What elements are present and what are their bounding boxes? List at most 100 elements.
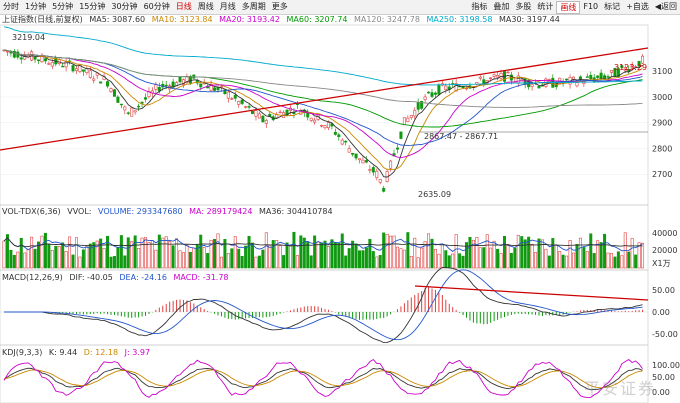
macd-title: MACD(12,26,9)	[2, 273, 63, 282]
volume-bar	[465, 242, 469, 269]
period-tab-8[interactable]: 月线	[219, 2, 236, 11]
y-tick-4: 2700	[652, 170, 672, 179]
candle-body	[364, 160, 368, 163]
volume-bar	[133, 235, 137, 269]
volume-bar	[492, 240, 496, 269]
ma20-label: MA20: 3193.42	[219, 15, 280, 24]
mid-price-tag: 2867.47 - 2867.71	[424, 132, 498, 141]
ma10-label: MA10: 3123.84	[151, 15, 213, 24]
trend-line	[0, 47, 649, 151]
period-tabs: 分时 1分钟 5分钟 15分钟 30分钟 60分钟 日线 周线 月线 多周期 更多	[0, 0, 291, 14]
candle-body	[251, 110, 255, 114]
volume-bar	[157, 234, 161, 269]
last-price-tag: 3123.29	[614, 63, 647, 72]
high-price-tag: 3219.04	[12, 33, 45, 42]
volume-bar	[150, 240, 154, 269]
volume-bar	[37, 241, 41, 269]
candle-body	[420, 101, 424, 109]
tool-tab-0[interactable]: 指标	[471, 2, 488, 11]
volume-bar	[85, 246, 89, 269]
volume-bar	[447, 255, 451, 269]
volume-bar	[320, 243, 324, 269]
volume-bar	[78, 256, 82, 269]
tool-tab-2[interactable]: 多股	[515, 2, 532, 11]
volume-bar	[589, 233, 593, 269]
volume-bar	[88, 243, 92, 269]
volume-bar	[116, 247, 120, 269]
candle-body	[537, 85, 541, 89]
volume-bar	[592, 253, 596, 269]
volume-bar	[226, 253, 230, 269]
volume-bar	[33, 248, 37, 269]
kdj-y-tick-2: 0.00	[652, 388, 670, 397]
candle-body	[23, 55, 27, 60]
volume-bar	[516, 234, 520, 269]
volume-bar	[561, 254, 565, 269]
period-tab-5[interactable]: 60分钟	[143, 2, 170, 11]
candle-body	[112, 89, 116, 97]
period-tab-3[interactable]: 15分钟	[79, 2, 106, 11]
volume-bar	[213, 239, 217, 269]
period-tab-4[interactable]: 30分钟	[111, 2, 138, 11]
volume-bar	[454, 234, 458, 269]
tool-tab-7[interactable]: +自选	[626, 2, 649, 11]
period-tab-6[interactable]: 日线	[175, 2, 192, 11]
volume-bar	[9, 249, 13, 269]
candle-body	[333, 131, 337, 135]
candle-body	[596, 75, 600, 78]
candle-body	[88, 70, 92, 78]
watermark: 平安证券	[583, 379, 656, 398]
volume-bar	[361, 250, 365, 269]
candle-body	[109, 88, 113, 92]
tool-tab-6[interactable]: 标记	[604, 2, 621, 11]
candle-body	[326, 122, 330, 129]
volume-bar	[502, 235, 506, 269]
period-tab-0[interactable]: 分时	[3, 2, 19, 11]
tool-tab-3[interactable]: 统计	[537, 2, 554, 11]
candle-body	[430, 92, 434, 97]
candle-body	[389, 160, 393, 169]
volume-bar	[195, 244, 199, 269]
period-tab-2[interactable]: 5分钟	[52, 2, 74, 11]
tool-tab-1[interactable]: 叠加	[493, 2, 510, 11]
candle-body	[368, 169, 372, 171]
volume-bar	[299, 235, 303, 269]
candle-body	[630, 64, 634, 69]
volume-bar	[102, 248, 106, 269]
tool-tab-4[interactable]: 画线	[556, 0, 581, 14]
candle-body	[61, 65, 65, 68]
period-tab-1[interactable]: 1分钟	[25, 2, 47, 11]
volume-bar	[337, 243, 341, 269]
candle-body	[116, 96, 120, 103]
volume-bar	[520, 236, 524, 269]
tool-tab-8[interactable]: ◀返回	[654, 2, 677, 11]
volume-bar	[164, 236, 168, 269]
volume-bar	[140, 237, 144, 269]
candle-body	[347, 148, 351, 153]
ma120-label: MA120: 3247.78	[353, 15, 420, 24]
volume-bar	[482, 247, 486, 269]
volume-bar	[440, 244, 444, 269]
candle-body	[433, 92, 437, 95]
volume-bar	[613, 256, 617, 269]
volume-bar	[471, 239, 475, 269]
candle-body	[354, 153, 358, 159]
candle-body	[33, 56, 37, 60]
candle-body	[309, 117, 313, 121]
period-tab-10[interactable]: 更多	[271, 2, 288, 11]
period-tab-9[interactable]: 多周期	[241, 2, 266, 11]
volume-bar	[16, 251, 20, 269]
ma120-line	[3, 49, 643, 108]
main-legend: 上证指数(日线,前复权) MA5: 3087.60 MA10: 3123.84 …	[2, 15, 564, 25]
period-tab-7[interactable]: 周线	[197, 2, 214, 11]
tool-tab-5[interactable]: F10	[583, 2, 599, 11]
volume-bar	[50, 249, 54, 269]
vol-ma-label: MA: 289179424	[189, 207, 253, 216]
candle-body	[133, 110, 137, 113]
candle-body	[137, 105, 141, 108]
vol-unit: X1万	[652, 259, 671, 268]
volume-bar	[12, 254, 16, 269]
vvol-label: VVOL:	[67, 207, 92, 216]
volume-bar	[437, 253, 441, 269]
